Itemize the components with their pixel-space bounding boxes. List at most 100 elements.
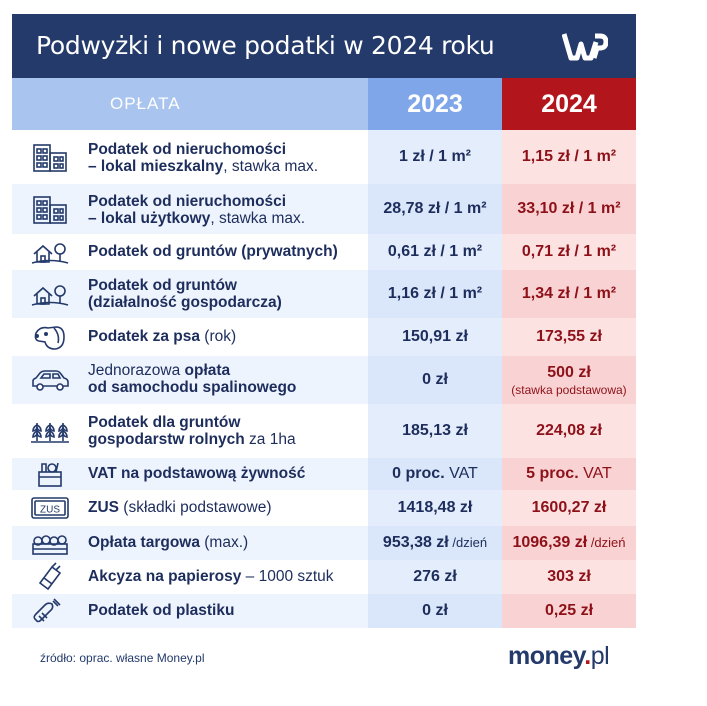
- value-2023-text: 28,78 zł / 1 m²: [383, 200, 487, 217]
- value-2024-text: 1,34 zł / 1 m²: [521, 285, 617, 302]
- svg-text:ZUS: ZUS: [40, 505, 60, 516]
- value-2024-rest: VAT: [578, 465, 612, 482]
- value-2023-rest: /dzień: [448, 535, 488, 550]
- value-2023-bold: 953,38 zł: [382, 534, 449, 551]
- value-2023: 1418,48 zł: [368, 490, 502, 526]
- row-label-cell: VAT na podstawową żywność: [12, 458, 368, 490]
- row-label-text: Opłata targowa (max.): [88, 534, 248, 551]
- row-label-bold: Podatek od nieruchomości: [88, 141, 287, 158]
- row-label-bold: ZUS: [88, 499, 119, 516]
- value-2023: 0 zł: [368, 594, 502, 628]
- cigarette-pack-icon: [30, 561, 70, 593]
- column-header-2023-text: 2023: [407, 90, 463, 118]
- source-note: źródło: oprac. własne Money.pl: [40, 651, 205, 665]
- house-tree-icon: [30, 236, 70, 268]
- dog-icon: [30, 321, 70, 353]
- value-2023-text: 1,16 zł / 1 m²: [387, 285, 483, 302]
- value-2023: 28,78 zł / 1 m²: [368, 184, 502, 234]
- value-2024-text: 224,08 zł: [536, 422, 602, 439]
- value-2024: 1600,27 zł: [502, 490, 636, 526]
- table-row: Podatek od plastiku 0 zł 0,25 zł: [12, 594, 636, 628]
- table-row: VAT na podstawową żywność 0 proc. VAT 5 …: [12, 458, 636, 490]
- value-2023: 185,13 zł: [368, 404, 502, 458]
- car-icon: [30, 364, 70, 396]
- value-2023: 1 zł / 1 m²: [368, 130, 502, 184]
- market-crate-icon: [30, 527, 70, 559]
- column-header-label: OPŁATA: [12, 78, 368, 130]
- column-header-label-text: OPŁATA: [110, 94, 181, 113]
- plastic-bottle-icon: [30, 595, 70, 627]
- row-label-cell: Podatek od nieruchomości – lokal użytkow…: [12, 184, 368, 234]
- money-pl-logo: money.pl: [508, 642, 610, 671]
- row-label-pre: Jednorazowa: [88, 362, 185, 379]
- office-building-icon: [30, 193, 70, 225]
- zus-card-icon: ZUS: [30, 492, 70, 524]
- value-2024: 33,10 zł / 1 m²: [502, 184, 636, 234]
- column-header-2023: 2023: [368, 78, 502, 130]
- row-label-rest: (rok): [200, 328, 237, 345]
- row-label-cell: Podatek od plastiku: [12, 594, 368, 628]
- row-label-text: Akcyza na papierosy – 1000 sztuk: [88, 568, 334, 585]
- row-label-line2-bold: – lokal użytkowy: [88, 210, 211, 227]
- value-2023-text: 1 zł / 1 m²: [398, 148, 472, 165]
- value-2024: 500 zł (stawka podstawowa): [502, 356, 636, 404]
- table-row: Akcyza na papierosy – 1000 sztuk 276 zł …: [12, 560, 636, 594]
- row-label-cell: Podatek od gruntów (działalność gospodar…: [12, 270, 368, 318]
- row-label-bold: Podatek od nieruchomości: [88, 193, 287, 210]
- row-label-line2-rest: za 1ha: [244, 431, 296, 448]
- row-label-rest: – 1000 sztuk: [241, 568, 334, 585]
- column-header-2024: 2024: [502, 78, 636, 130]
- table-row: Opłata targowa (max.) 953,38 zł /dzień 1…: [12, 526, 636, 560]
- row-label-text: Podatek dla gruntów gospodarstw rolnych …: [88, 414, 296, 448]
- row-label-text: VAT na podstawową żywność: [88, 465, 305, 482]
- column-header-2024-text: 2024: [541, 90, 597, 118]
- row-label-text: Podatek od gruntów (prywatnych): [88, 243, 338, 260]
- row-label-text: Podatek od gruntów (działalność gospodar…: [88, 277, 282, 311]
- row-label-cell: Podatek od nieruchomości – lokal mieszka…: [12, 130, 368, 184]
- value-2024-text: 173,55 zł: [536, 328, 602, 345]
- value-2024: 1096,39 zł /dzień: [502, 526, 636, 560]
- value-2024-note: (stawka podstawowa): [511, 382, 627, 397]
- row-label-text: Podatek od nieruchomości – lokal mieszka…: [88, 141, 318, 175]
- grocery-basket-icon: [30, 458, 70, 490]
- page-title: Podwyżki i nowe podatki w 2024 roku: [36, 31, 495, 60]
- row-label-text: Podatek od plastiku: [88, 602, 234, 619]
- row-label-text: Podatek od nieruchomości – lokal użytkow…: [88, 193, 305, 227]
- value-2023: 1,16 zł / 1 m²: [368, 270, 502, 318]
- row-label-rest: (składki podstawowe): [119, 499, 272, 516]
- table-row: Podatek od gruntów (prywatnych) 0,61 zł …: [12, 234, 636, 270]
- table-row: Podatek za psa (rok) 150,91 zł 173,55 zł: [12, 318, 636, 356]
- brand-dot: .: [584, 642, 591, 670]
- row-label-bold: Podatek dla gruntów: [88, 414, 241, 431]
- row-label-line2-bold: od samochodu spalinowego: [88, 379, 297, 396]
- row-label-bold: opłata: [184, 362, 231, 379]
- value-2024: 303 zł: [502, 560, 636, 594]
- table-row: Podatek od nieruchomości – lokal mieszka…: [12, 130, 636, 184]
- value-2024-text: 303 zł: [547, 568, 591, 585]
- row-label-text: Jednorazowa opłata od samochodu spalinow…: [88, 362, 296, 396]
- row-label-bold: Podatek od gruntów: [88, 277, 237, 294]
- value-2024-text: 0,71 zł / 1 m²: [521, 243, 617, 260]
- value-2023-text: 0 zł: [422, 371, 448, 388]
- house-tree-business-icon: [30, 278, 70, 310]
- row-label-cell: Podatek od gruntów (prywatnych): [12, 234, 368, 270]
- row-label-bold: Podatek od plastiku: [88, 602, 235, 619]
- value-2023: 953,38 zł /dzień: [368, 526, 502, 560]
- row-label-bold: Akcyza na papierosy: [88, 568, 242, 585]
- crops-icon: [30, 415, 70, 447]
- row-label-cell: Jednorazowa opłata od samochodu spalinow…: [12, 356, 368, 404]
- value-2024-text: 500 zł: [547, 363, 591, 381]
- row-label-line2-rest: , stawka max.: [223, 158, 319, 175]
- row-label-line2-rest: , stawka max.: [210, 210, 306, 227]
- value-2024: 224,08 zł: [502, 404, 636, 458]
- value-2024-text: 33,10 zł / 1 m²: [517, 200, 621, 217]
- value-2023-bold: 0 proc.: [392, 465, 445, 482]
- brand-main: money: [508, 642, 585, 670]
- row-label-cell: Podatek dla gruntów gospodarstw rolnych …: [12, 404, 368, 458]
- table-row: ZUS ZUS (składki podstawowe) 1418,48 zł …: [12, 490, 636, 526]
- value-2023: 0,61 zł / 1 m²: [368, 234, 502, 270]
- value-2024-bold: 5 proc.: [526, 465, 579, 482]
- value-2024: 0,25 zł: [502, 594, 636, 628]
- value-2024-rest: /dzień: [587, 535, 626, 550]
- apartment-building-icon: [30, 141, 70, 173]
